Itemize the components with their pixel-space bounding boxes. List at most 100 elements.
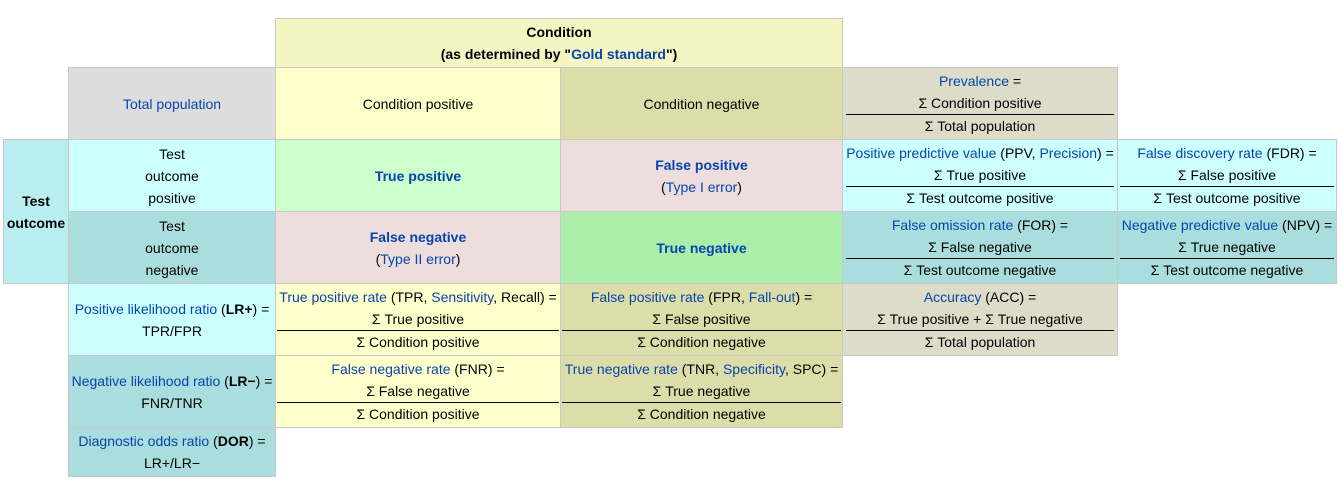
- fnr-numerator: Σ False negative: [277, 380, 559, 403]
- condition-subtitle: (as determined by "Gold standard"): [441, 43, 678, 65]
- specificity-link[interactable]: Specificity: [722, 361, 785, 377]
- lr-negative-link[interactable]: Negative likelihood ratio: [71, 372, 221, 389]
- total-population-cell: Total population: [68, 67, 276, 140]
- false-positive-link[interactable]: False positive: [655, 156, 748, 173]
- fpr-denominator: Σ Condition negative: [637, 334, 766, 350]
- tpr-numerator: Σ True positive: [277, 308, 559, 331]
- condition-header: Condition (as determined by "Gold standa…: [275, 18, 843, 68]
- fall-out-link[interactable]: Fall-out: [748, 289, 796, 305]
- lr-positive-header: Positive likelihood ratio (LR+) =: [75, 298, 270, 320]
- tpr-denominator: Σ Condition positive: [356, 334, 480, 350]
- ppv-numerator: Σ True positive: [846, 164, 1114, 187]
- condition-negative-label: Condition negative: [643, 95, 760, 112]
- tpr-cell: True positive rate (TPR, Sensitivity, Re…: [275, 283, 561, 356]
- tnr-numerator: Σ True negative: [562, 380, 841, 403]
- fnr-cell: False negative rate (FNR) = Σ False nega…: [275, 355, 561, 428]
- for-header: False omission rate (FOR) =: [892, 214, 1068, 236]
- lr-negative-cell: Negative likelihood ratio (LR−) = FNR/TN…: [68, 355, 276, 428]
- false-negative-link[interactable]: False negative: [369, 228, 467, 245]
- fpr-numerator: Σ False positive: [562, 308, 841, 331]
- tnr-mid1: (TNR,: [677, 361, 723, 377]
- test-outcome-positive-line3: positive: [148, 189, 196, 206]
- test-outcome-line2: outcome: [6, 214, 66, 231]
- fnr-denominator: Σ Condition positive: [356, 406, 480, 422]
- tnr-cell: True negative rate (TNR, Specificity, SP…: [560, 355, 843, 428]
- prevalence-numerator: Σ Condition positive: [846, 92, 1114, 115]
- test-outcome-negative-line2: outcome: [145, 239, 199, 256]
- fdr-numerator: Σ False positive: [1120, 164, 1334, 187]
- npv-cell: Negative predictive value (NPV) = Σ True…: [1117, 211, 1337, 284]
- test-outcome-positive-line1: Test: [159, 145, 185, 162]
- for-link[interactable]: False omission rate: [891, 217, 1014, 233]
- npv-link[interactable]: Negative predictive value: [1121, 217, 1279, 233]
- tpr-link[interactable]: True positive rate: [279, 289, 387, 305]
- tpr-fraction: Σ True positive Σ Condition positive: [277, 308, 559, 353]
- test-outcome-negative-line3: negative: [145, 261, 199, 278]
- for-denominator: Σ Test outcome negative: [903, 262, 1057, 278]
- lr-positive-link[interactable]: Positive likelihood ratio: [74, 300, 218, 317]
- prevalence-link[interactable]: Prevalence: [938, 73, 1009, 89]
- true-negative-cell: True negative: [560, 211, 843, 284]
- type-ii-error-link[interactable]: Type II error: [380, 250, 456, 267]
- lr-positive-end: ) =: [252, 300, 270, 317]
- dor-abbr: DOR: [217, 433, 249, 449]
- prevalence-header: Prevalence =: [939, 70, 1021, 92]
- dor-formula: LR+/LR−: [143, 455, 201, 471]
- test-outcome-negative-line1: Test: [159, 217, 185, 234]
- fdr-header: False discovery rate (FDR) =: [1137, 142, 1316, 164]
- fnr-header: False negative rate (FNR) =: [331, 358, 504, 380]
- for-cell: False omission rate (FOR) = Σ False nega…: [842, 211, 1118, 284]
- lr-positive-cell: Positive likelihood ratio (LR+) = TPR/FP…: [68, 283, 276, 356]
- tnr-mid2: , SPC) =: [784, 361, 839, 377]
- ppv-header: Positive predictive value (PPV, Precisio…: [846, 142, 1114, 164]
- prevalence-fraction: Σ Condition positive Σ Total population: [846, 92, 1114, 137]
- npv-denominator: Σ Test outcome negative: [1150, 262, 1304, 278]
- fpr-fraction: Σ False positive Σ Condition negative: [562, 308, 841, 353]
- accuracy-header: Accuracy (ACC) =: [924, 286, 1036, 308]
- prevalence-cell: Prevalence = Σ Condition positive Σ Tota…: [842, 67, 1118, 140]
- tpr-mid2: , Recall) =: [493, 289, 557, 305]
- lr-positive-abbr: LR+: [225, 300, 253, 317]
- precision-link[interactable]: Precision: [1039, 145, 1098, 161]
- accuracy-numerator: Σ True positive + Σ True negative: [846, 308, 1114, 331]
- tnr-fraction: Σ True negative Σ Condition negative: [562, 380, 841, 425]
- lr-negative-abbr: LR−: [228, 372, 256, 389]
- true-positive-link[interactable]: True positive: [374, 167, 462, 184]
- ppv-denominator: Σ Test outcome positive: [906, 190, 1054, 206]
- type-i-error-link[interactable]: Type I error: [665, 178, 738, 195]
- gold-standard-link[interactable]: Gold standard: [571, 46, 666, 62]
- fpr-link[interactable]: False positive rate: [590, 289, 705, 305]
- condition-title: Condition: [526, 24, 592, 40]
- accuracy-link[interactable]: Accuracy: [923, 289, 982, 305]
- tnr-link[interactable]: True negative rate: [564, 361, 678, 377]
- condition-subtitle-suffix: "): [665, 46, 678, 62]
- test-outcome-line1: Test: [22, 192, 50, 209]
- true-negative-link[interactable]: True negative: [656, 239, 747, 256]
- fn-paren-close: ): [455, 250, 461, 267]
- fnr-link[interactable]: False negative rate: [331, 361, 451, 377]
- accuracy-mid: (ACC) =: [981, 289, 1037, 305]
- dor-link[interactable]: Diagnostic odds ratio: [78, 433, 210, 449]
- fdr-link[interactable]: False discovery rate: [1137, 145, 1263, 161]
- npv-mid: (NPV) =: [1278, 217, 1333, 233]
- lr-negative-mid: (: [220, 372, 229, 389]
- accuracy-cell: Accuracy (ACC) = Σ True positive + Σ Tru…: [842, 283, 1118, 356]
- false-positive-sub: (Type I error): [661, 176, 742, 198]
- false-negative-sub: (Type II error): [376, 248, 461, 270]
- false-negative-cell: False negative (Type II error): [275, 211, 561, 284]
- tnr-header: True negative rate (TNR, Specificity, SP…: [565, 358, 839, 380]
- fdr-fraction: Σ False positive Σ Test outcome positive: [1120, 164, 1334, 209]
- ppv-link[interactable]: Positive predictive value: [846, 145, 997, 161]
- ppv-cell: Positive predictive value (PPV, Precisio…: [842, 139, 1118, 212]
- dor-mid: (: [209, 433, 218, 449]
- for-numerator: Σ False negative: [846, 236, 1114, 259]
- npv-fraction: Σ True negative Σ Test outcome negative: [1120, 236, 1334, 281]
- test-outcome-positive-line2: outcome: [145, 167, 199, 184]
- dor-header: Diagnostic odds ratio (DOR) =: [78, 430, 265, 452]
- total-population-link[interactable]: Total population: [122, 95, 222, 112]
- test-outcome-header: Test outcome: [3, 139, 69, 284]
- prevalence-eq: =: [1008, 73, 1022, 89]
- lr-positive-formula: TPR/FPR: [142, 322, 202, 339]
- lr-negative-end: ) =: [255, 372, 273, 389]
- sensitivity-link[interactable]: Sensitivity: [431, 289, 494, 305]
